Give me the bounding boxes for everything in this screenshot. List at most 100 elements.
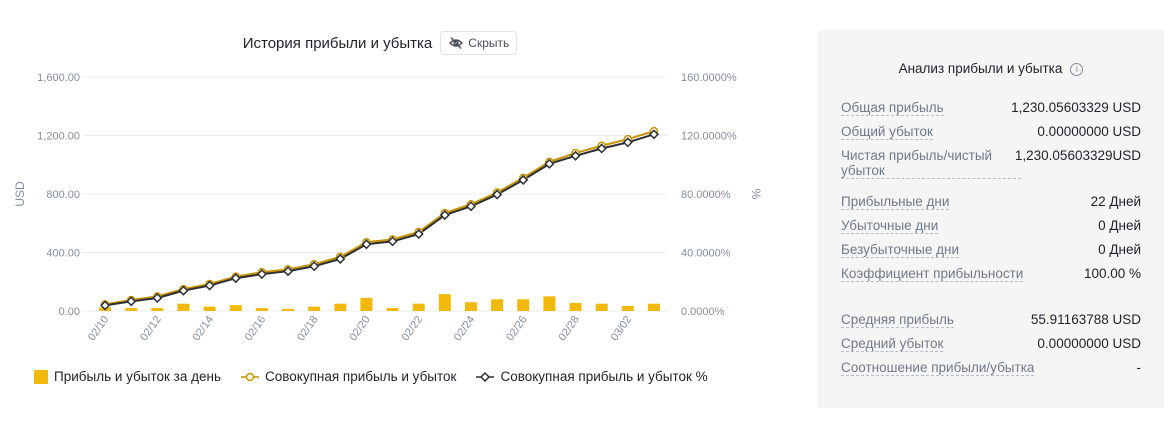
legend-cumulative[interactable]: Совокупная прибыль и убыток (241, 369, 456, 384)
legend-daily-label: Прибыль и убыток за день (54, 369, 221, 384)
cumulative-lines (100, 126, 659, 311)
legend-cumulative-pct[interactable]: Совокупная прибыль и убыток % (476, 369, 708, 384)
chart-header: История прибыли и убытка Скрыть (0, 30, 760, 56)
cumulative-pnl-pct-point (648, 129, 659, 140)
cumulative-pnl-pct-point (100, 300, 111, 311)
stat-value: 0.00000000 USD (1037, 124, 1141, 139)
y2-tick-label: 40.0000% (681, 248, 731, 260)
eye-off-icon (449, 37, 464, 49)
legend-line-diamond-swatch (476, 371, 495, 382)
stat-value: 1,230.05603329 USD (1011, 100, 1141, 115)
daily-pnl-bar (360, 297, 373, 311)
stat-value: 100.00 % (1083, 266, 1141, 281)
cumulative-pnl-pct-point (361, 239, 372, 250)
y-tick-label: 800.00 (46, 189, 80, 201)
daily-pnl-bar (229, 305, 242, 311)
pnl-history-chart: 0.00 400.00 800.00 1,200.00 1,600.00 0.0000% 4… (13, 72, 763, 343)
y-tick-label: 1,600.00 (37, 72, 80, 84)
legend-bar-swatch (34, 369, 48, 384)
cumulative-pnl-pct-point (178, 285, 189, 296)
daily-pnl-bar (647, 303, 660, 311)
daily-pnl-bar (125, 308, 138, 311)
stat-label[interactable]: Убыточные дни (841, 218, 939, 234)
y2-axis-label: % (749, 189, 763, 200)
cumulative-pnl-pct-point (387, 236, 398, 247)
stat-label[interactable]: Средний убыток (841, 336, 944, 352)
info-icon[interactable]: i (1070, 63, 1084, 76)
stat-value: 0 Дней (1098, 218, 1141, 233)
y2-tick-label: 160.0000% (681, 72, 737, 84)
x-tick-label: 02/28 (556, 314, 582, 343)
daily-pnl-bar (595, 303, 608, 311)
cumulative-pnl-pct-point (518, 174, 529, 185)
stat-label[interactable]: Коэффициент прибыльности (841, 266, 1024, 282)
stat-label[interactable]: Чистая прибыль/чистый убыток (841, 148, 1021, 179)
x-tick-label: 03/02 (609, 314, 635, 343)
x-tick-label: 02/12 (138, 314, 164, 343)
cumulative-pnl-pct-point (439, 209, 450, 221)
grid-lines (82, 76, 667, 312)
x-tick-label: 02/22 (400, 314, 426, 343)
stat-label[interactable]: Средняя прибыль (841, 312, 954, 328)
y-axis-label: USD (13, 181, 27, 207)
cumulative-pnl-pct-point (544, 158, 555, 169)
stat-label[interactable]: Общий убыток (841, 124, 933, 140)
daily-pnl-bar (412, 303, 425, 311)
cumulative-pnl-pct-point (465, 201, 477, 212)
daily-pnl-bar (203, 306, 216, 311)
daily-pnl-bar (334, 303, 347, 311)
x-tick-label: 02/16 (243, 314, 269, 343)
cumulative-pnl-pct-point (335, 253, 346, 264)
daily-pnl-bar (255, 308, 268, 311)
daily-pnl-bar (177, 303, 190, 311)
legend-cumulative-label: Совокупная прибыль и убыток (265, 369, 457, 384)
stat-label[interactable]: Прибыльные дни (841, 194, 950, 210)
daily-pnl-bar (308, 306, 321, 311)
chart-legend: Прибыль и убыток за день Совокупная приб… (34, 369, 708, 384)
y-tick-label: 1,200.00 (37, 131, 80, 143)
cumulative-pnl-line (104, 130, 655, 306)
legend-daily[interactable]: Прибыль и убыток за день (34, 369, 221, 384)
x-tick-label: 02/10 (86, 314, 112, 343)
daily-pnl-bar (282, 308, 295, 311)
legend-cumulative-pct-label: Совокупная прибыль и убыток % (500, 369, 708, 384)
y-tick-label: 0.00 (59, 306, 80, 318)
chart-title: История прибыли и убытка (242, 34, 433, 52)
cumulative-pnl-pct-point (256, 269, 267, 280)
daily-pnl-bar (621, 305, 634, 311)
hide-chart-label: Скрыть (468, 36, 510, 50)
stat-label[interactable]: Общая прибыль (841, 100, 944, 116)
cumulative-pnl-pct-point (152, 292, 163, 304)
cumulative-pnl-pct-point (204, 280, 215, 291)
legend-line-circle-swatch (241, 372, 259, 381)
daily-pnl-bar (386, 308, 399, 311)
daily-pnl-bar (517, 299, 530, 311)
cumulative-pnl-pct-point (570, 150, 581, 161)
stat-value: - (1136, 360, 1142, 375)
daily-pnl-bar (151, 308, 164, 311)
daily-pnl-bars (99, 294, 660, 311)
x-tick-label: 02/14 (190, 314, 216, 343)
cumulative-pnl-pct-point (492, 189, 503, 200)
cumulative-pnl-pct-point (622, 137, 633, 148)
x-tick-label: 02/24 (452, 314, 478, 343)
daily-pnl-bar (491, 299, 504, 311)
stat-value: 1,230.05603329USD (1014, 148, 1141, 163)
stat-value: 0 Дней (1098, 242, 1141, 257)
x-tick-label: 02/26 (504, 314, 530, 343)
y-tick-label: 400.00 (46, 248, 80, 260)
cumulative-pnl-pct-line (104, 133, 655, 307)
cumulative-pnl-pct-point (413, 228, 424, 240)
stat-value: 55.91163788 USD (1030, 312, 1141, 327)
y2-tick-label: 120.0000% (681, 131, 737, 143)
x-tick-label: 02/20 (347, 314, 373, 343)
daily-pnl-bar (543, 296, 556, 311)
x-tick-label: 02/18 (295, 314, 321, 343)
stat-label[interactable]: Безубыточные дни (841, 242, 960, 258)
cumulative-pnl-pct-point (282, 266, 294, 277)
hide-chart-button[interactable]: Скрыть (440, 31, 518, 55)
cumulative-pnl-pct-point (230, 273, 241, 284)
stat-label[interactable]: Соотношение прибыли/убытка (841, 360, 1035, 376)
axis-ticks: 0.00 400.00 800.00 1,200.00 1,600.00 0.0000% 4… (37, 72, 737, 343)
cumulative-pnl-pct-point (309, 261, 320, 272)
